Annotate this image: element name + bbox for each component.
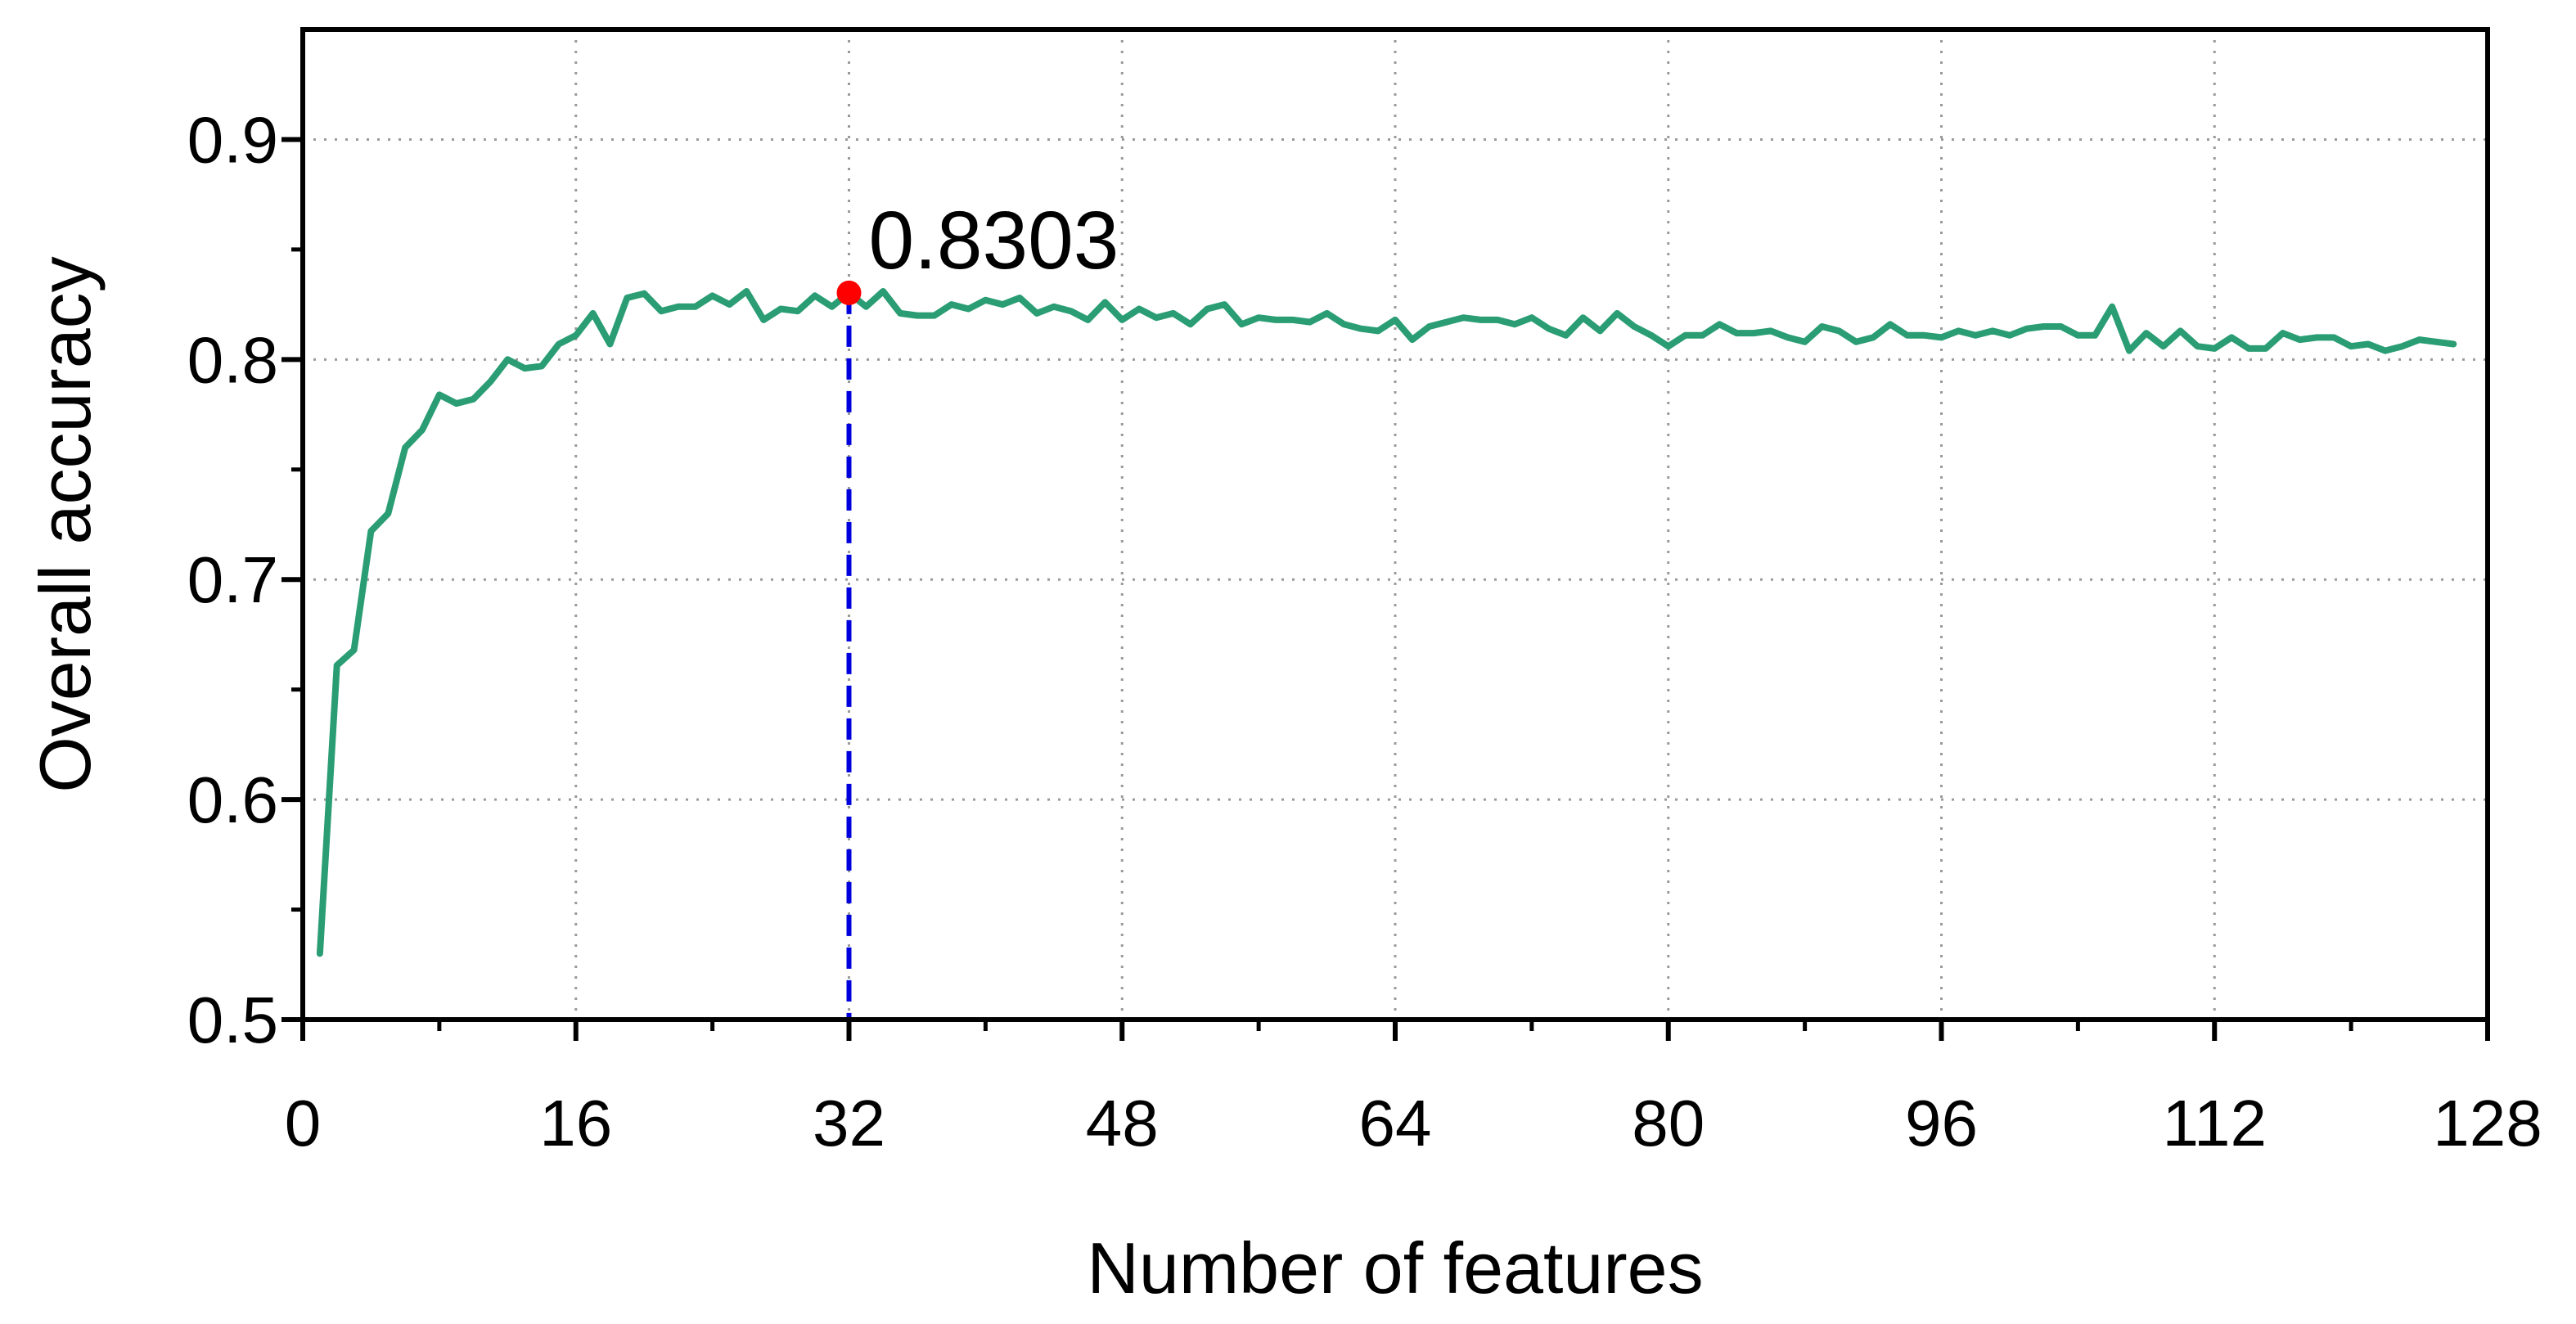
x-tick-label-96: 96 xyxy=(1905,1087,1978,1160)
accuracy-series-line xyxy=(316,288,2457,957)
highlight-point xyxy=(836,280,862,305)
y-tick-label-0.7: 0.7 xyxy=(187,543,278,616)
x-tick-label-112: 112 xyxy=(2162,1087,2267,1160)
x-tick-labels: 0 16 32 48 64 80 96 112 128 xyxy=(285,1087,2542,1160)
highlight-group xyxy=(836,280,862,305)
y-tick-labels: 0.5 0.6 0.7 0.8 0.9 xyxy=(187,103,278,1056)
x-tick-label-0: 0 xyxy=(285,1087,322,1160)
y-axis-title: Overall accuracy xyxy=(25,256,106,792)
y-tick-label-0.8: 0.8 xyxy=(187,323,278,396)
x-tick-label-64: 64 xyxy=(1359,1087,1432,1160)
y-tick-label-0.9: 0.9 xyxy=(187,103,278,176)
y-tick-label-0.6: 0.6 xyxy=(187,763,278,836)
x-tick-label-48: 48 xyxy=(1086,1087,1159,1160)
x-tick-label-16: 16 xyxy=(539,1087,612,1160)
x-tick-label-128: 128 xyxy=(2433,1087,2542,1160)
axis-ticks xyxy=(281,137,2490,1041)
x-tick-label-80: 80 xyxy=(1632,1087,1705,1160)
x-axis-title: Number of features xyxy=(1087,1227,1703,1308)
grid-lines xyxy=(303,29,2488,1020)
x-tick-label-32: 32 xyxy=(813,1087,885,1160)
highlight-value-label: 0.8303 xyxy=(869,195,1119,286)
y-tick-label-0.5: 0.5 xyxy=(187,984,278,1056)
series-group xyxy=(316,288,2457,957)
